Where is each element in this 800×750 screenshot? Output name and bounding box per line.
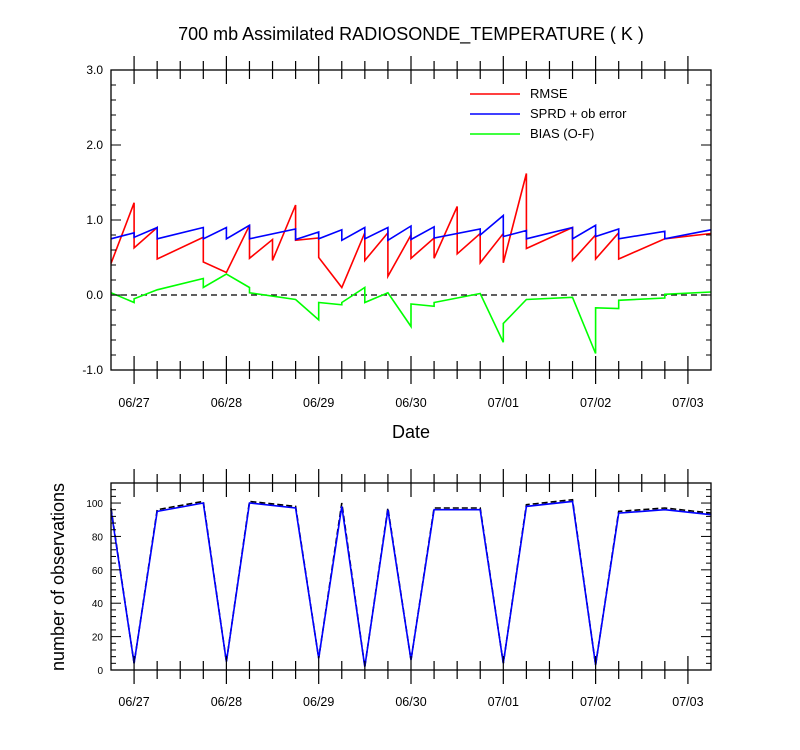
bottom-ytick-label: 60	[92, 566, 104, 577]
top-xtick-label: 07/02	[580, 396, 611, 410]
bottom-xtick-label: 07/01	[488, 695, 519, 709]
top-ytick-label: 3.0	[86, 63, 103, 77]
top-x-axis-label: Date	[392, 422, 430, 442]
legend-label-0: RMSE	[530, 86, 568, 101]
bottom-ytick-label: 100	[86, 499, 103, 510]
bottom-ytick-label: 0	[97, 666, 103, 677]
bottom-chart: 0 20 40 60 80 100 06/27 06/28 06/29 06/30 07/01 07/…	[48, 469, 712, 709]
bottom-ytick-label: 80	[92, 532, 104, 543]
top-ytick-label: -1.0	[82, 363, 103, 377]
bottom-xtick-label: 07/03	[672, 695, 703, 709]
top-xtick-label: 06/28	[211, 396, 242, 410]
bottom-series-1-line	[110, 500, 712, 667]
top-ytick-label: 1.0	[86, 213, 103, 227]
top-xtick-label: 06/29	[303, 396, 334, 410]
legend-label-2: BIAS (O-F)	[530, 126, 594, 141]
bottom-ytick-label: 40	[92, 599, 104, 610]
top-chart: 700 mb Assimilated RADIOSONDE_TEMPERATUR…	[82, 24, 712, 442]
legend-label-1: SPRD + ob error	[530, 106, 627, 121]
top-xtick-label: 07/03	[672, 396, 703, 410]
top-xtick-label: 06/27	[118, 396, 149, 410]
bottom-xtick-label: 06/29	[303, 695, 334, 709]
bottom-xtick-label: 06/27	[118, 695, 149, 709]
top-legend: RMSE SPRD + ob error BIAS (O-F)	[470, 86, 627, 141]
bottom-xtick-label: 06/30	[395, 695, 426, 709]
bottom-ytick-label: 20	[92, 633, 104, 644]
bottom-series-0-line	[110, 498, 712, 667]
top-ytick-label: 2.0	[86, 138, 103, 152]
top-series-1-line	[110, 213, 712, 242]
top-chart-title: 700 mb Assimilated RADIOSONDE_TEMPERATUR…	[178, 24, 644, 45]
top-xtick-label: 06/30	[395, 396, 426, 410]
bottom-xtick-label: 06/28	[211, 695, 242, 709]
bottom-y-axis-label: number of observations	[48, 483, 68, 671]
bottom-xtick-label: 07/02	[580, 695, 611, 709]
top-xtick-label: 07/01	[488, 396, 519, 410]
top-ytick-label: 0.0	[86, 288, 103, 302]
top-series-2-line	[110, 273, 712, 354]
